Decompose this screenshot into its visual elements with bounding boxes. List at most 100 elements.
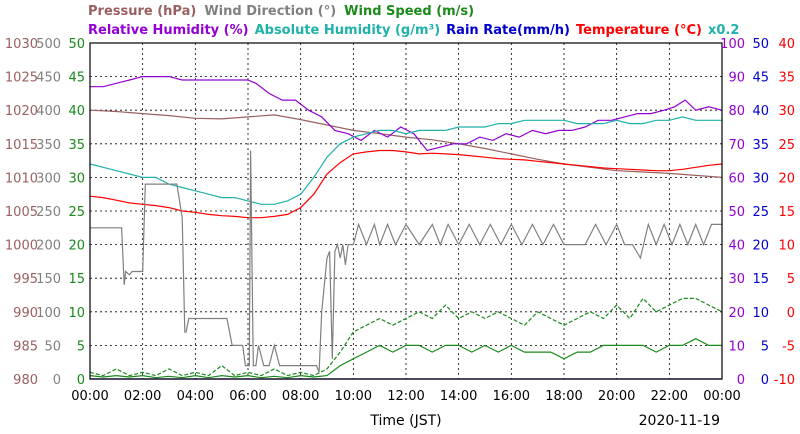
rh-axis-tick: 80 bbox=[728, 104, 745, 119]
pressure-axis-tick: 980 bbox=[13, 373, 38, 388]
temp-axis-tick: 25 bbox=[778, 138, 795, 153]
wind-speed-axis-tick: 50 bbox=[68, 37, 85, 52]
wind-speed-axis-tick: 20 bbox=[68, 239, 85, 254]
x-axis-tick: 22:00 bbox=[651, 389, 688, 404]
rain-axis-tick: 10 bbox=[752, 306, 769, 321]
temp-axis-tick: 20 bbox=[778, 171, 795, 186]
x-axis-tick: 00:00 bbox=[703, 389, 740, 404]
temp-axis-tick: 5 bbox=[787, 272, 795, 287]
temp-axis-tick: -5 bbox=[782, 339, 795, 354]
x-axis-title: Time (JST) bbox=[369, 413, 441, 429]
temp-axis-tick: 15 bbox=[778, 205, 795, 220]
rain-axis-tick: 40 bbox=[752, 104, 769, 119]
x-axis-tick: 08:00 bbox=[282, 389, 319, 404]
series-pressure bbox=[89, 109, 723, 178]
rain-axis-tick: 35 bbox=[752, 138, 769, 153]
wind-speed-axis-tick: 15 bbox=[68, 272, 85, 287]
legend-temp: Temperature (°C) bbox=[576, 23, 702, 38]
wind-dir-axis-tick: 400 bbox=[36, 104, 61, 119]
rain-axis-tick: 5 bbox=[761, 339, 769, 354]
x-axis-tick: 14:00 bbox=[440, 389, 477, 404]
wind-dir-axis-tick: 100 bbox=[36, 306, 61, 321]
series-rh bbox=[90, 75, 723, 152]
pressure-axis-tick: 1000 bbox=[5, 239, 38, 254]
x-axis: 00:00 02:00 04:00 06:00 08:00 10:00 12:00 14:00… bbox=[71, 389, 740, 404]
rh-axis-tick: 0 bbox=[737, 373, 745, 388]
wind-dir-axis-tick: 500 bbox=[36, 37, 61, 52]
rain-axis-tick: 30 bbox=[752, 171, 769, 186]
series-wind-speed-avg bbox=[89, 338, 722, 379]
x-axis-tick: 20:00 bbox=[598, 389, 635, 404]
rh-axis-tick: 90 bbox=[728, 71, 745, 86]
pressure-axis-tick: 985 bbox=[13, 339, 38, 354]
temp-axis-tick: 10 bbox=[778, 239, 795, 254]
legend-rain: Rain Rate(mm/h) bbox=[446, 23, 570, 38]
wind-speed-axis-tick: 5 bbox=[77, 339, 85, 354]
temp-axis-tick: 0 bbox=[787, 306, 795, 321]
legend-wind-speed: Wind Speed (m/s) bbox=[344, 4, 474, 19]
temp-axis-tick: 30 bbox=[778, 104, 795, 119]
wind-speed-axis-tick: 0 bbox=[77, 373, 85, 388]
wind-dir-axis-tick: 200 bbox=[36, 239, 61, 254]
temp-axis-tick: 40 bbox=[778, 37, 795, 52]
pressure-axis-tick: 1020 bbox=[5, 104, 38, 119]
wind-speed-axis-tick: 45 bbox=[68, 71, 85, 86]
legend-row-2: Relative Humidity (%) Absolute Humidity (… bbox=[88, 23, 739, 38]
pressure-axis-tick: 1005 bbox=[5, 205, 38, 220]
temp-axis-tick: -10 bbox=[774, 373, 795, 388]
temp-axis-tick: 35 bbox=[778, 71, 795, 86]
series-wind-speed-max bbox=[89, 297, 723, 377]
wind-dir-axis-tick: 0 bbox=[53, 373, 61, 388]
wind-dir-axis-tick: 50 bbox=[44, 339, 61, 354]
rain-axis-tick: 20 bbox=[752, 239, 769, 254]
series-wind-dir bbox=[90, 150, 722, 373]
legend-row-1: Pressure (hPa) Wind Direction (°) Wind Spe… bbox=[88, 4, 474, 19]
legend-ah: Absolute Humidity (g/m³) bbox=[255, 23, 441, 38]
pressure-axis-tick: 1010 bbox=[5, 171, 38, 186]
wind-dir-axis-tick: 350 bbox=[36, 138, 61, 153]
wind-dir-axis-tick: 250 bbox=[36, 205, 61, 220]
legend-wind-dir: Wind Direction (°) bbox=[204, 4, 336, 19]
grid bbox=[90, 43, 722, 379]
plot-frame bbox=[89, 42, 723, 380]
wind-speed-axis-tick: 10 bbox=[68, 306, 85, 321]
rh-axis-tick: 40 bbox=[728, 239, 745, 254]
x-axis-tick: 04:00 bbox=[177, 389, 214, 404]
wind-speed-axis-tick: 40 bbox=[68, 104, 85, 119]
rh-axis-tick: 100 bbox=[720, 37, 745, 52]
x-axis-tick: 10:00 bbox=[335, 389, 372, 404]
wind-speed-axis-tick: 35 bbox=[68, 138, 85, 153]
x-axis-tick: 18:00 bbox=[545, 389, 582, 404]
wind-speed-axis-tick: 30 bbox=[68, 171, 85, 186]
pressure-axis-tick: 995 bbox=[13, 272, 38, 287]
x-axis-tick: 16:00 bbox=[493, 389, 530, 404]
x-axis-tick: 02:00 bbox=[124, 389, 161, 404]
rain-axis-tick: 50 bbox=[752, 37, 769, 52]
rh-axis-tick: 50 bbox=[728, 205, 745, 220]
legend-pressure: Pressure (hPa) bbox=[88, 4, 196, 19]
wind-dir-axis-tick: 300 bbox=[36, 171, 61, 186]
wind-dir-axis-tick: 150 bbox=[36, 272, 61, 287]
x-axis-tick: 06:00 bbox=[229, 389, 266, 404]
wind-dir-axis-tick: 450 bbox=[36, 71, 61, 86]
rain-axis-tick: 0 bbox=[761, 373, 769, 388]
rh-axis-tick: 20 bbox=[728, 306, 745, 321]
x-axis-tick: 00:00 bbox=[71, 389, 108, 404]
pressure-axis-tick: 1015 bbox=[5, 138, 38, 153]
pressure-axis-tick: 1025 bbox=[5, 71, 38, 86]
series-ah bbox=[89, 116, 722, 205]
legend-ah-scale: x0.2 bbox=[708, 23, 739, 38]
x-axis-tick: 12:00 bbox=[387, 389, 424, 404]
pressure-axis-tick: 1030 bbox=[5, 37, 38, 52]
wind-speed-axis-tick: 25 bbox=[68, 205, 85, 220]
rain-axis-tick: 15 bbox=[752, 272, 769, 287]
right-axes: 1009080706050403020100504540353025201510… bbox=[720, 37, 795, 388]
rain-axis-tick: 25 bbox=[752, 205, 769, 220]
rain-axis-tick: 45 bbox=[752, 71, 769, 86]
rh-axis-tick: 70 bbox=[728, 138, 745, 153]
rh-axis-tick: 10 bbox=[728, 339, 745, 354]
pressure-axis-tick: 990 bbox=[13, 306, 38, 321]
date-label: 2020-11-19 bbox=[639, 413, 720, 429]
series-temp bbox=[89, 149, 723, 219]
